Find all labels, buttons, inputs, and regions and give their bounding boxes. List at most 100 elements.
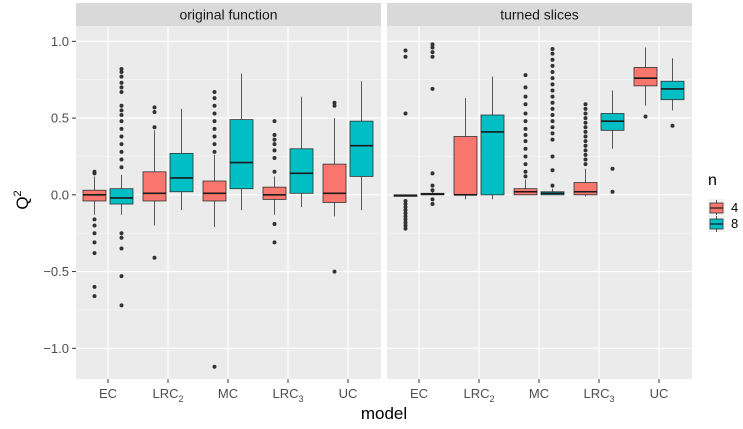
outlier-point: [583, 116, 588, 121]
y-axis-title: Q2: [12, 190, 32, 209]
outlier-point: [332, 269, 337, 274]
outlier-point: [583, 125, 588, 130]
outlier-point: [550, 100, 555, 105]
legend-label-n8: 8: [731, 216, 738, 231]
boxplot-ec-n8: [420, 42, 445, 207]
outlier-point: [92, 284, 97, 289]
y-axis-title-superscript: 2: [12, 190, 24, 196]
outlier-point: [583, 143, 588, 148]
outlier-point: [212, 142, 217, 147]
outlier-point: [550, 137, 555, 142]
outlier-point: [403, 54, 408, 59]
boxplot-lrc3-n8: [600, 90, 625, 194]
outlier-point: [152, 105, 157, 110]
outlier-point: [212, 103, 217, 108]
outlier-point: [523, 94, 528, 99]
outlier-point: [550, 63, 555, 68]
box: [660, 80, 685, 101]
facet-strip-title: turned slices: [500, 7, 579, 23]
x-tick-label: LRC2: [152, 386, 183, 404]
boxplot-lrc2-n8: [480, 76, 505, 200]
boxplot-ec-n4: [393, 48, 418, 231]
outlier-point: [119, 142, 124, 147]
outlier-point: [550, 51, 555, 56]
outlier-point: [119, 74, 124, 79]
box: [573, 182, 598, 196]
boxplot-ec-n4: [82, 169, 107, 299]
legend: n 48: [708, 172, 738, 232]
outlier-point: [272, 119, 277, 124]
boxplot-mc-n4: [202, 89, 227, 369]
boxplot-lrc3-n4: [573, 102, 598, 197]
outlier-point: [430, 171, 435, 176]
outlier-point: [152, 109, 157, 114]
outlier-point: [550, 76, 555, 81]
outlier-point: [583, 129, 588, 134]
outlier-point: [92, 223, 97, 228]
outlier-point: [430, 42, 435, 47]
outlier-point: [523, 85, 528, 90]
outlier-point: [119, 80, 124, 85]
outlier-point: [670, 123, 675, 128]
outlier-point: [550, 94, 555, 99]
outlier-point: [272, 240, 277, 245]
outlier-point: [430, 45, 435, 50]
outlier-point: [119, 113, 124, 118]
outlier-point: [152, 255, 157, 260]
box: [349, 120, 374, 177]
x-tick-label: LRC3: [272, 386, 303, 404]
outlier-point: [119, 70, 124, 75]
boxplot-uc-n4: [633, 47, 658, 119]
outlier-point: [550, 125, 555, 130]
outlier-point: [119, 85, 124, 90]
outlier-point: [550, 154, 555, 159]
outlier-point: [583, 139, 588, 144]
outlier-point: [332, 100, 337, 105]
legend-label-n4: 4: [731, 200, 738, 215]
outlier-point: [550, 57, 555, 62]
outlier-point: [523, 119, 528, 124]
outlier-point: [523, 126, 528, 131]
y-tick-label: 0.5: [51, 111, 69, 126]
outlier-point: [550, 70, 555, 75]
boxplot-lrc3-n4: [262, 119, 287, 245]
box: [202, 180, 227, 202]
outlier-point: [212, 134, 217, 139]
boxplot-uc-n8: [660, 58, 685, 128]
box: [633, 67, 658, 87]
box: [142, 171, 167, 202]
outlier-point: [550, 106, 555, 111]
outlier-point: [212, 364, 217, 369]
outlier-point: [550, 131, 555, 136]
facet-strip-title: original function: [179, 7, 277, 23]
outlier-point: [430, 86, 435, 91]
outlier-point: [430, 50, 435, 55]
x-tick-label: EC: [99, 386, 117, 401]
outlier-point: [550, 119, 555, 124]
x-tick-label: EC: [410, 386, 428, 401]
box: [322, 163, 347, 203]
outlier-point: [610, 189, 615, 194]
outlier-point: [403, 198, 408, 203]
x-tick-label: UC: [339, 386, 358, 401]
facet-strip-bg: [387, 3, 692, 26]
outlier-point: [583, 148, 588, 153]
outlier-point: [643, 114, 648, 119]
legend-key-n4: [708, 199, 725, 216]
outlier-point: [119, 119, 124, 124]
outlier-point: [212, 126, 217, 131]
outlier-point: [119, 157, 124, 162]
outlier-point: [403, 202, 408, 207]
x-tick-label: MC: [529, 386, 549, 401]
boxplot-lrc2-n4: [453, 98, 478, 200]
boxplot-lrc3-n8: [289, 96, 314, 208]
box: [229, 119, 254, 190]
outlier-point: [119, 149, 124, 154]
outlier-point: [430, 54, 435, 59]
outlier-point: [119, 103, 124, 108]
outlier-point: [119, 274, 124, 279]
outlier-point: [403, 205, 408, 210]
outlier-point: [583, 134, 588, 139]
outlier-point: [523, 102, 528, 107]
